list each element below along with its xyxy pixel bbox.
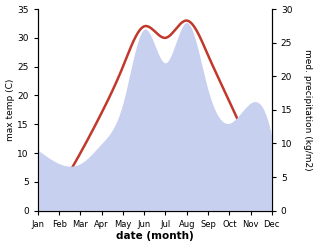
X-axis label: date (month): date (month) xyxy=(116,231,194,242)
Y-axis label: med. precipitation (kg/m2): med. precipitation (kg/m2) xyxy=(303,49,313,171)
Y-axis label: max temp (C): max temp (C) xyxy=(5,79,15,141)
